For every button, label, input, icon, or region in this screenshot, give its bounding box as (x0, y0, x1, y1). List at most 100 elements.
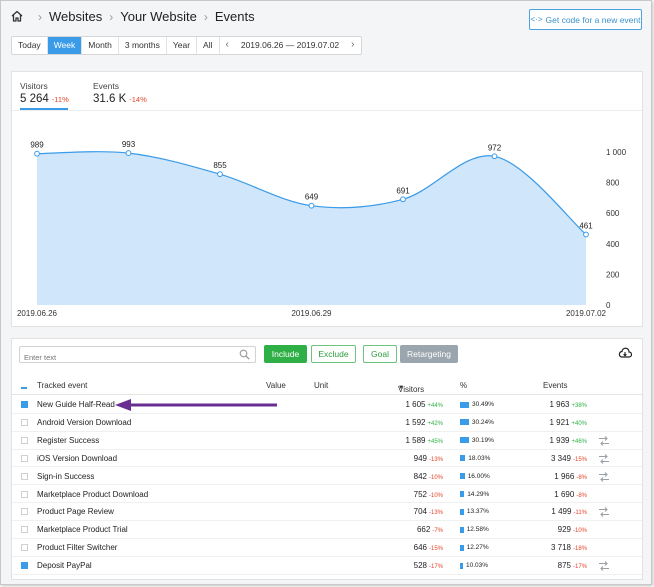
x-tick-label: 2019.06.29 (291, 309, 332, 318)
col-tracked-event[interactable]: Tracked event (37, 381, 88, 390)
event-name[interactable]: Product Page Review (37, 507, 114, 517)
event-name[interactable]: Product Filter Switcher (37, 543, 118, 553)
metric-events-label: Events (93, 81, 119, 91)
compare-icon[interactable] (598, 471, 610, 483)
metric-visitors-change: -11% (51, 95, 69, 104)
period-year[interactable]: Year (167, 37, 198, 54)
visitors-value: 752 (413, 489, 427, 499)
table-row[interactable]: Marketplace Product Trial 662 -7% 12.58% 929… (12, 521, 642, 540)
prev-period-icon[interactable]: ‹ (225, 39, 229, 50)
row-checkbox[interactable] (21, 562, 28, 570)
visitors-delta: +45% (427, 438, 443, 445)
date-range[interactable]: 2019.06.26 — 2019.07.02 (240, 40, 340, 50)
exclude-button[interactable]: Exclude (311, 345, 356, 363)
period-week[interactable]: Week (47, 37, 83, 54)
table-row[interactable]: New Guide Half-Read 1 605 +44% 30.49% 1 963 +… (12, 396, 642, 414)
table-row[interactable]: Product Page Review 704 -13% 13.37% 1 499 -11… (12, 503, 642, 522)
period-all[interactable]: All (197, 37, 220, 54)
header: › Websites › Your Website › Events <·> G… (1, 1, 651, 35)
row-checkbox[interactable] (21, 544, 28, 552)
compare-icon[interactable] (598, 560, 610, 572)
percent-cell: 13.37% (460, 508, 489, 515)
events-value: 929 (557, 525, 571, 535)
goal-button[interactable]: Goal (363, 345, 397, 363)
row-checkbox[interactable] (21, 472, 28, 480)
chevron-right-icon: › (203, 9, 208, 24)
col-unit[interactable]: Unit (314, 381, 329, 390)
row-checkbox[interactable] (21, 490, 28, 498)
percent-bar (460, 526, 464, 533)
col-value[interactable]: Value (266, 381, 286, 390)
chevron-right-icon: › (109, 9, 114, 24)
row-checkbox[interactable] (21, 526, 28, 534)
event-name[interactable]: Android Version Download (37, 417, 132, 427)
table-row[interactable]: Sign-in Success 842 -10% 16.00% 1 966 -8% (12, 468, 642, 486)
events-cell: 929 -10% (558, 525, 587, 534)
table-row[interactable]: Marketplace Product Download 752 -10% 14.29… (12, 486, 642, 504)
table-row[interactable]: Register Success 1 589 +45% 30.19% 1 939 +46% (12, 432, 642, 450)
table-row[interactable]: Product Filter Switcher 646 -15% 12.27% 3 71… (12, 539, 642, 557)
visitors-delta: +42% (427, 420, 443, 427)
row-checkbox[interactable] (21, 401, 28, 408)
period-month[interactable]: Month (82, 37, 119, 54)
col-visitors-label: Visitors (398, 385, 425, 394)
events-delta: -8% (576, 474, 587, 481)
events-value: 3 718 (550, 543, 571, 553)
period-3-months[interactable]: 3 months (119, 37, 167, 54)
chart-data-label: 972 (488, 143, 502, 152)
percent-value: 12.58% (466, 526, 489, 534)
percent-cell: 30.24% (460, 419, 494, 426)
event-name[interactable]: New Guide Half-Read (37, 400, 115, 409)
col-events[interactable]: Events (543, 381, 568, 390)
row-checkbox[interactable] (21, 454, 28, 462)
event-name[interactable]: Sign-in Success (37, 471, 95, 481)
home-icon[interactable] (10, 9, 24, 23)
compare-icon[interactable] (598, 506, 610, 518)
event-name[interactable]: Register Success (37, 435, 100, 445)
events-value: 1 966 (554, 471, 575, 481)
row-checkbox[interactable] (21, 508, 28, 516)
retargeting-button[interactable]: Retargeting (400, 345, 458, 363)
chart-data-label: 855 (213, 161, 227, 170)
table-row[interactable]: Deposit PayPal 528 -17% 10.03% 875 -17% (12, 557, 642, 575)
y-tick-label: 800 (606, 179, 620, 188)
events-cell: 875 -17% (558, 561, 587, 570)
chart-point (491, 153, 498, 160)
row-checkbox[interactable] (21, 436, 28, 444)
visitors-delta: -10% (428, 492, 443, 499)
row-checkbox[interactable] (21, 418, 28, 426)
events-value: 1 690 (554, 489, 575, 499)
cloud-download-icon[interactable] (618, 347, 632, 359)
percent-value: 30.24% (471, 418, 494, 426)
event-name[interactable]: Deposit PayPal (37, 561, 92, 571)
metric-events[interactable]: Events 31.6 K -14% (93, 81, 147, 105)
include-button[interactable]: Include (264, 345, 307, 363)
search-input[interactable] (20, 350, 230, 365)
y-tick-label: 200 (606, 270, 620, 279)
col-percent[interactable]: % (460, 381, 468, 390)
sort-desc-icon: ▼ (398, 385, 404, 391)
period-today[interactable]: Today (12, 37, 48, 54)
table-row[interactable]: iOS Version Download 949 -13% 18.03% 3 349 -1… (12, 450, 642, 468)
percent-cell: 30.49% (460, 401, 494, 408)
event-name[interactable]: Marketplace Product Trial (37, 525, 128, 535)
events-value: 1 939 (549, 435, 570, 445)
event-name[interactable]: Marketplace Product Download (37, 489, 149, 499)
event-name[interactable]: iOS Version Download (37, 453, 118, 463)
visitors-cell: 1 605 +44% (405, 400, 443, 409)
search-icon[interactable] (239, 349, 250, 360)
compare-icon[interactable] (598, 435, 610, 447)
events-cell: 3 349 -15% (551, 454, 587, 463)
percent-value: 16.00% (467, 472, 490, 480)
next-period-icon[interactable]: › (351, 39, 355, 50)
get-code-button[interactable]: <·> Get code for a new event (529, 9, 642, 30)
table-row[interactable]: Android Version Download 1 592 +42% 30.24% 1… (12, 414, 642, 432)
compare-icon[interactable] (598, 453, 610, 465)
metric-visitors[interactable]: Visitors 5 264 -11% (20, 81, 69, 105)
select-all-checkbox[interactable] (21, 383, 27, 389)
chart-data-label: 691 (396, 186, 410, 195)
breadcrumb-websites[interactable]: Websites (49, 9, 103, 24)
breadcrumb-your-website[interactable]: Your Website (120, 9, 197, 24)
chart-point (400, 196, 406, 203)
